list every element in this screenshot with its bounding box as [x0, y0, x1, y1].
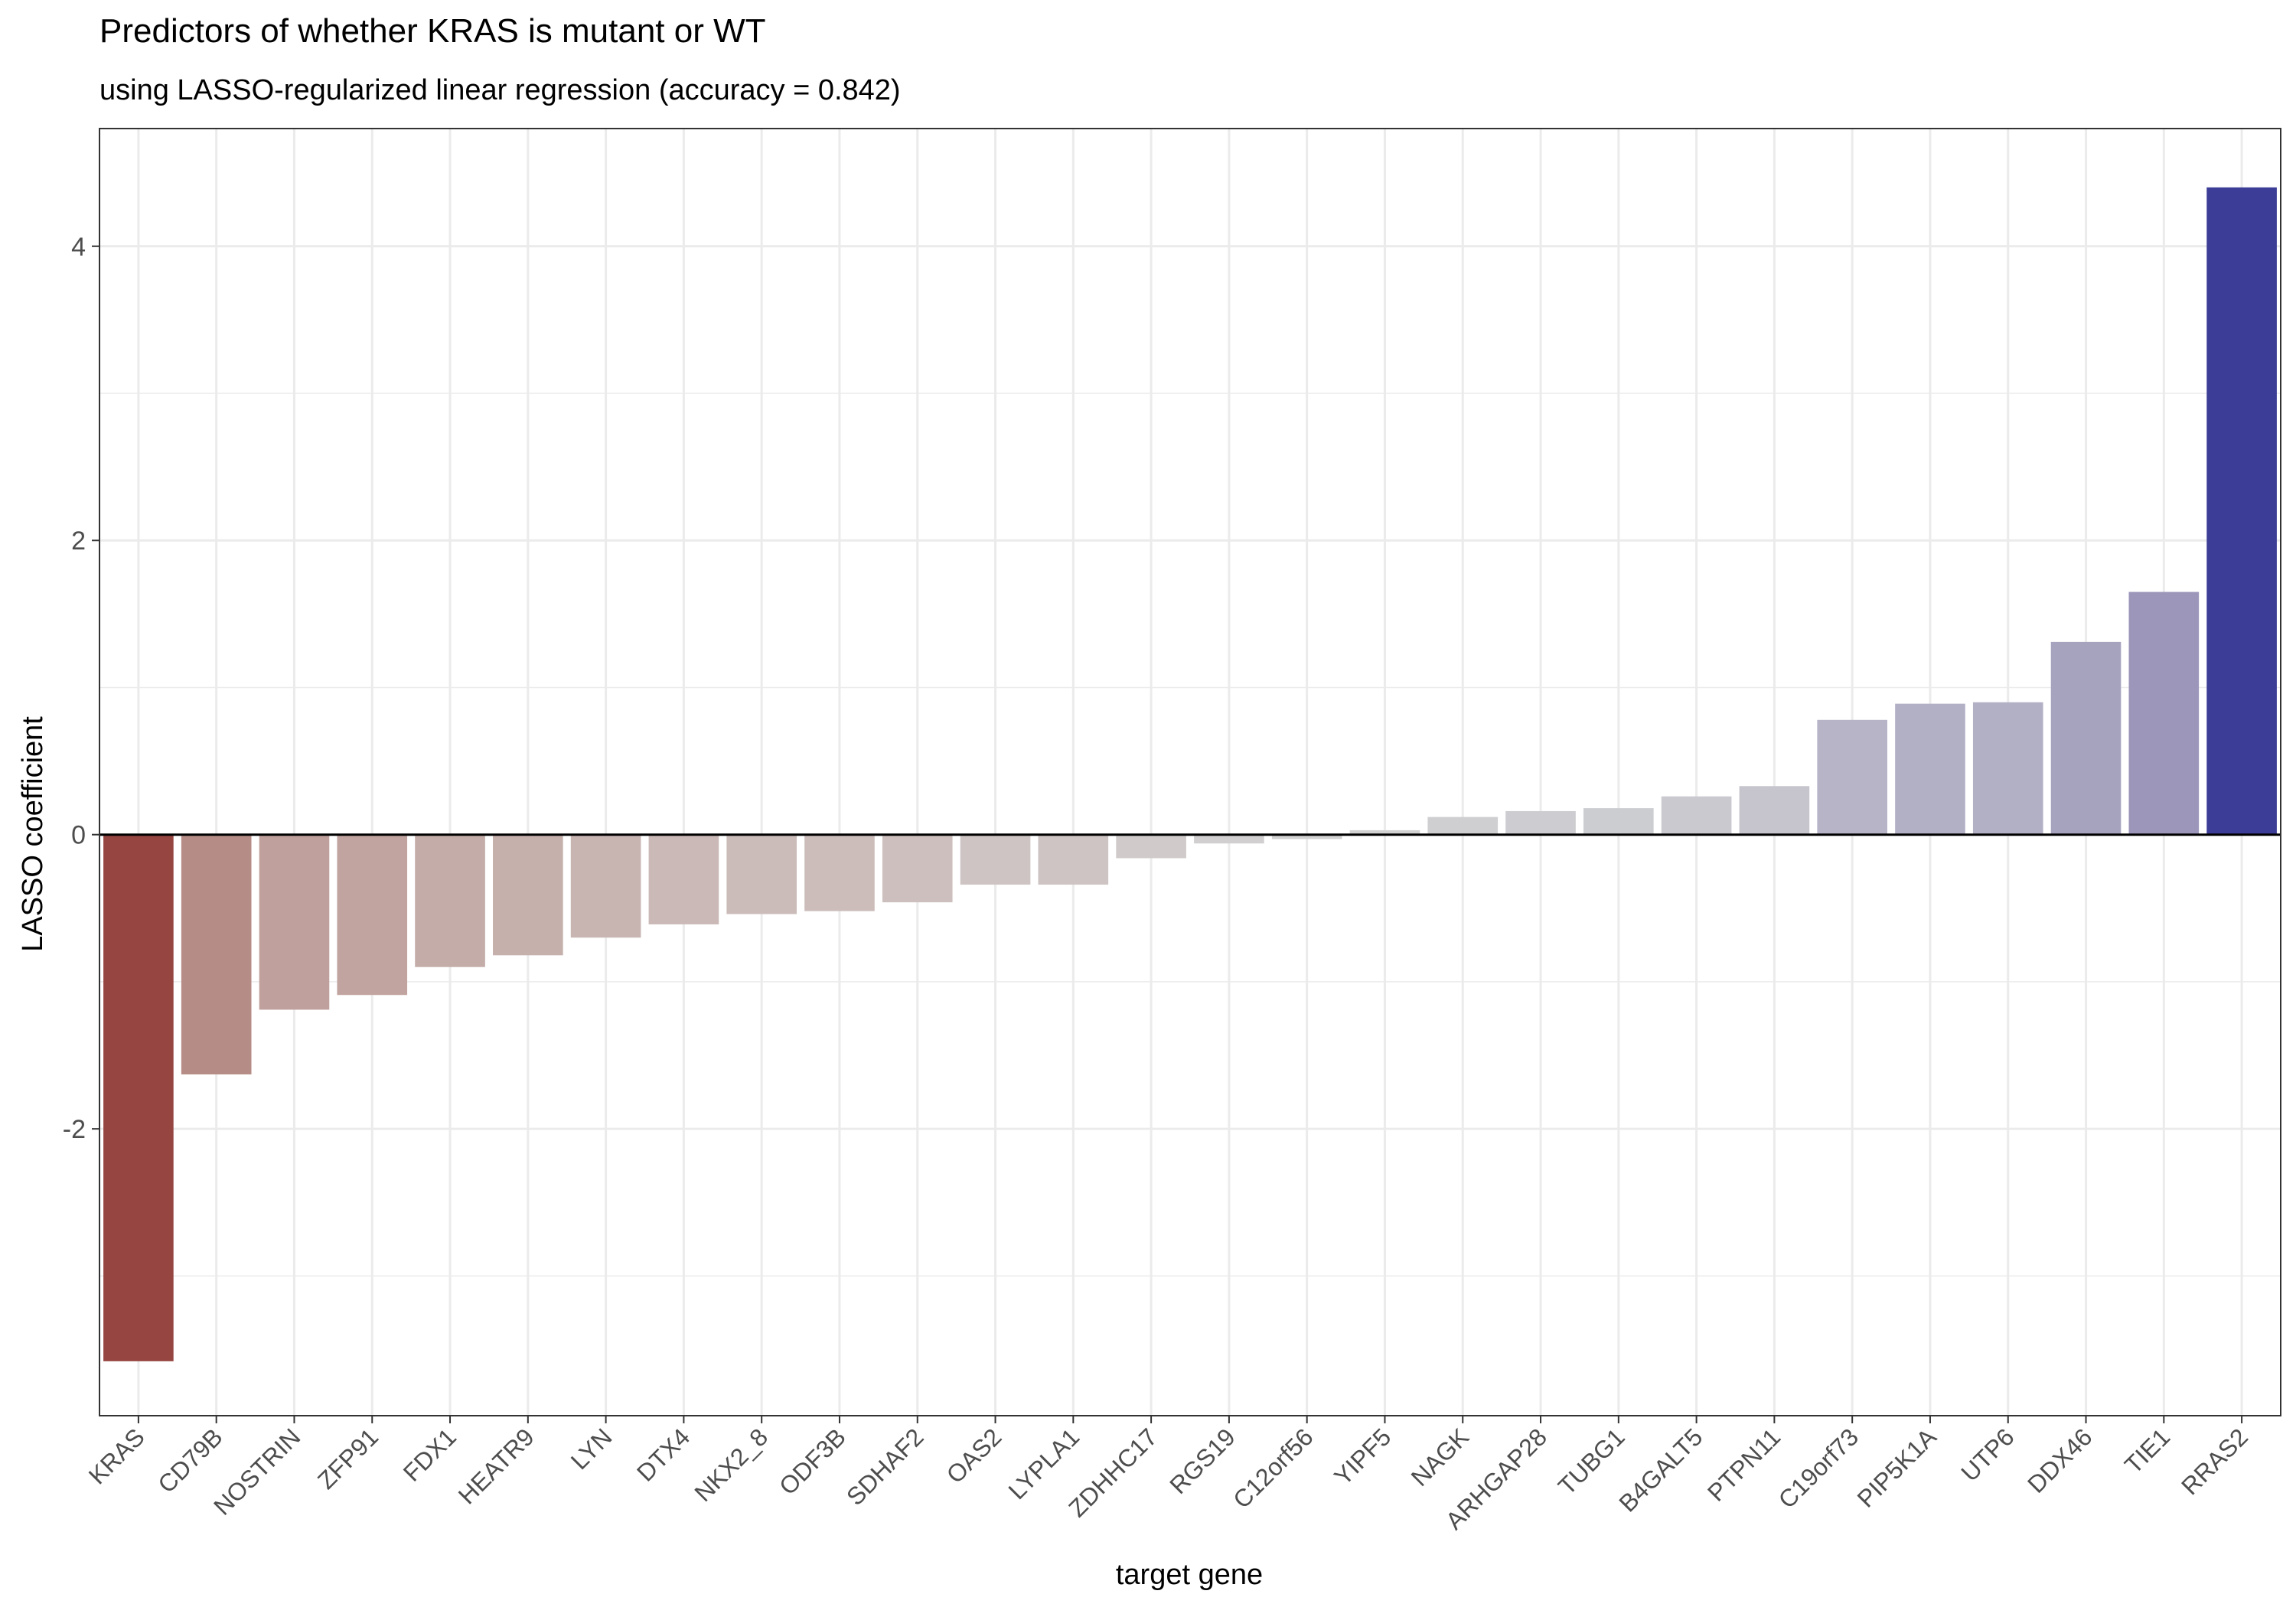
bar-tubg1 [1583, 808, 1654, 835]
bar-sdhaf2 [882, 834, 953, 903]
bar-c19orf73 [1817, 719, 1887, 835]
bar-oas2 [960, 834, 1031, 885]
bar-dtx4 [648, 834, 719, 924]
bar-tie1 [2128, 592, 2200, 835]
bar-rras2 [2206, 187, 2277, 835]
bar-ddx46 [2050, 641, 2122, 835]
major-gridlines [99, 129, 2281, 1416]
y-tick-label: 2 [71, 526, 86, 556]
minor-gridlines [99, 393, 2281, 1277]
bar-nkx2-8 [726, 834, 797, 914]
bar-cd79b [181, 834, 252, 1075]
bar-odf3b [804, 834, 875, 911]
chart-subtitle: using LASSO-regularized linear regressio… [99, 74, 901, 106]
bar-arhgap28 [1505, 810, 1576, 835]
y-axis: -2 0 2 4 [63, 233, 99, 1144]
bar-utp6 [1972, 702, 2043, 835]
bar-ptpn11 [1739, 786, 1810, 835]
bar-nagk [1427, 817, 1499, 835]
y-axis-title: LASSO coefficient [17, 716, 49, 952]
bar-zfp91 [337, 834, 408, 996]
bars [103, 187, 2277, 1361]
bar-b4galt5 [1661, 796, 1732, 835]
y-tick-label: 0 [71, 821, 86, 850]
bar-nostrin [259, 834, 330, 1010]
bar-fdx1 [415, 834, 485, 967]
bar-zdhhc17 [1116, 834, 1186, 859]
bar-rgs19 [1194, 834, 1264, 844]
y-tick-label: 4 [71, 233, 86, 262]
y-tick-label: -2 [63, 1115, 86, 1144]
chart-title: Predictors of whether KRAS is mutant or … [99, 12, 766, 50]
x-axis-title: target gene [1116, 1559, 1263, 1591]
bar-pip5k1a [1895, 703, 1965, 835]
bar-c12orf56 [1271, 834, 1342, 839]
panel-border [99, 128, 2281, 1416]
bar-yipf5 [1349, 830, 1420, 835]
bar-kras [103, 834, 174, 1361]
bar-lyn [570, 834, 641, 938]
plot-panel [99, 128, 2281, 1416]
bar-lypla1 [1038, 834, 1109, 885]
bar-heatr9 [493, 834, 563, 956]
